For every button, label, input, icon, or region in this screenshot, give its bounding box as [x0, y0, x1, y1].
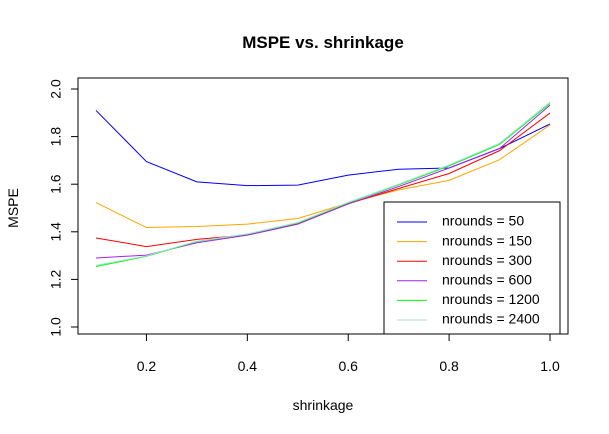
- y-tick-label: 2.0: [48, 79, 64, 99]
- y-tick-label: 1.4: [48, 222, 64, 242]
- x-tick-label: 1.0: [540, 358, 560, 374]
- y-tick-label: 1.8: [48, 127, 64, 147]
- x-tick-label: 0.2: [137, 358, 157, 374]
- series-line-nrounds-2400: [95, 101, 551, 266]
- x-axis-label: shrinkage: [293, 397, 354, 413]
- x-tick-label: 0.8: [439, 358, 459, 374]
- x-tick-label: 0.6: [338, 358, 358, 374]
- legend: nrounds = 50 nrounds = 150 nrounds = 300 nr…: [383, 201, 561, 335]
- y-tick-label: 1.6: [48, 174, 64, 194]
- series-line-nrounds-50: [95, 110, 551, 187]
- legend-label: nrounds = 50: [442, 213, 524, 229]
- legend-label: nrounds = 1200: [442, 291, 540, 307]
- legend-box: [383, 201, 561, 335]
- legend-label: nrounds = 150: [442, 232, 532, 248]
- x-tick-label: 0.4: [238, 358, 258, 374]
- legend-label: nrounds = 300: [442, 252, 532, 268]
- series-line-nrounds-150: [95, 124, 551, 229]
- legend-label: nrounds = 2400: [442, 311, 540, 327]
- chart-title: MSPE vs. shrinkage: [242, 33, 404, 52]
- series-lines: [95, 101, 551, 268]
- legend-label: nrounds = 600: [442, 272, 532, 288]
- y-tick-label: 1.0: [48, 317, 64, 337]
- y-axis-label: MSPE: [5, 188, 21, 228]
- y-tick-label: 1.2: [48, 269, 64, 289]
